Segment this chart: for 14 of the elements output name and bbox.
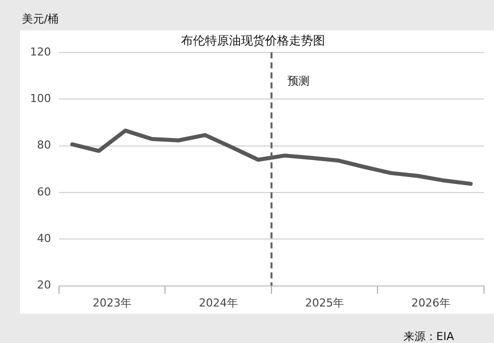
x-tick-label: 2026年 bbox=[411, 296, 450, 310]
x-tick-label: 2023年 bbox=[92, 296, 132, 310]
y-tick-label: 120 bbox=[30, 45, 51, 58]
y-tick-label: 80 bbox=[36, 138, 51, 152]
y-tick-label: 100 bbox=[30, 92, 51, 105]
x-tick-label: 2024年 bbox=[198, 296, 238, 310]
chart-title: 布伦特原油现货价格走势图 bbox=[181, 33, 325, 48]
ref-line-label: 预测 bbox=[288, 74, 310, 88]
x-tick-label: 2025年 bbox=[305, 296, 344, 310]
y-axis-title: 美元/桶 bbox=[22, 12, 59, 26]
y-tick-label: 40 bbox=[36, 232, 51, 245]
y-tick-label: 60 bbox=[36, 185, 51, 198]
y-tick-label: 20 bbox=[36, 278, 51, 292]
source-note: 来源：EIA bbox=[403, 330, 454, 343]
